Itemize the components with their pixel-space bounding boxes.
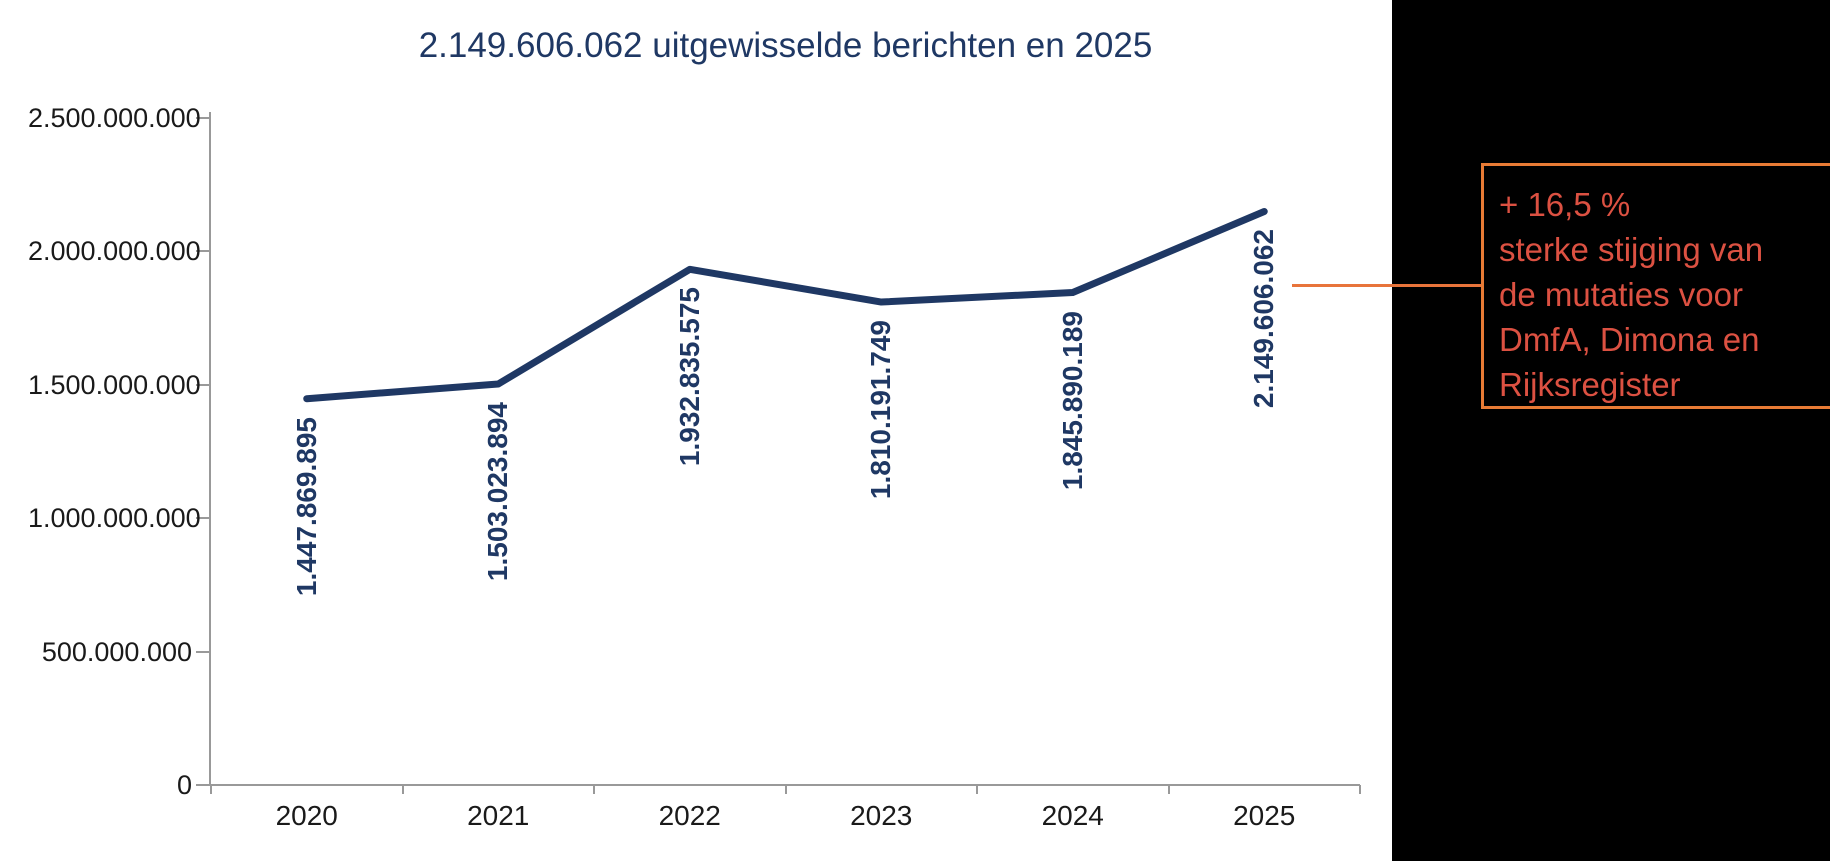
y-tick <box>196 250 211 253</box>
callout-line-percentage: + 16,5 % <box>1499 186 1631 223</box>
x-tick <box>401 785 404 794</box>
data-label: 1.845.890.189 <box>1056 310 1088 490</box>
side-panel <box>1392 0 1830 861</box>
x-axis-label: 2020 <box>275 800 338 831</box>
y-axis-line <box>209 112 211 785</box>
y-tick <box>196 517 211 520</box>
y-tick <box>196 650 211 653</box>
x-tick <box>784 785 787 794</box>
y-tick <box>196 383 211 386</box>
y-axis-label: 1.000.000.000 <box>28 503 201 534</box>
callout-box[interactable]: + 16,5 % sterke stijging van de mutaties… <box>1481 163 1830 409</box>
x-tick <box>210 785 212 794</box>
y-tick <box>196 117 211 119</box>
callout-line: de mutaties voor <box>1499 276 1743 313</box>
data-label: 2.149.606.062 <box>1248 229 1280 409</box>
x-tick <box>1167 785 1170 794</box>
callout-leader-line <box>1292 284 1481 287</box>
x-axis-label: 2023 <box>850 800 913 831</box>
series-line <box>303 207 1268 403</box>
y-axis-label: 2.000.000.000 <box>28 236 201 267</box>
x-axis-label: 2021 <box>467 800 530 831</box>
data-label: 1.503.023.894 <box>482 401 514 582</box>
x-tick <box>976 785 978 794</box>
callout-line: DmfA, Dimona en <box>1499 321 1760 358</box>
y-axis-label: 500.000.000 <box>41 636 192 667</box>
data-label: 1.447.869.895 <box>290 416 322 596</box>
data-label: 1.932.835.575 <box>673 287 705 467</box>
callout-line: Rijksregister <box>1499 366 1681 403</box>
x-axis-label: 2025 <box>1233 800 1296 831</box>
y-axis-label: 2.500.000.000 <box>28 103 201 133</box>
callout-line: sterke stijging van <box>1499 231 1764 268</box>
chart-title: 2.149.606.062 uitgewisselde berichten en… <box>418 26 1153 65</box>
y-tick <box>196 784 211 786</box>
x-tick <box>1359 785 1361 794</box>
x-tick <box>593 785 595 794</box>
data-label: 1.810.191.749 <box>865 320 897 500</box>
y-axis-label: 1.500.000.000 <box>28 369 201 400</box>
x-axis-label: 2022 <box>658 800 721 831</box>
x-axis-label: 2024 <box>1041 800 1104 831</box>
y-axis-label: 0 <box>176 770 192 800</box>
